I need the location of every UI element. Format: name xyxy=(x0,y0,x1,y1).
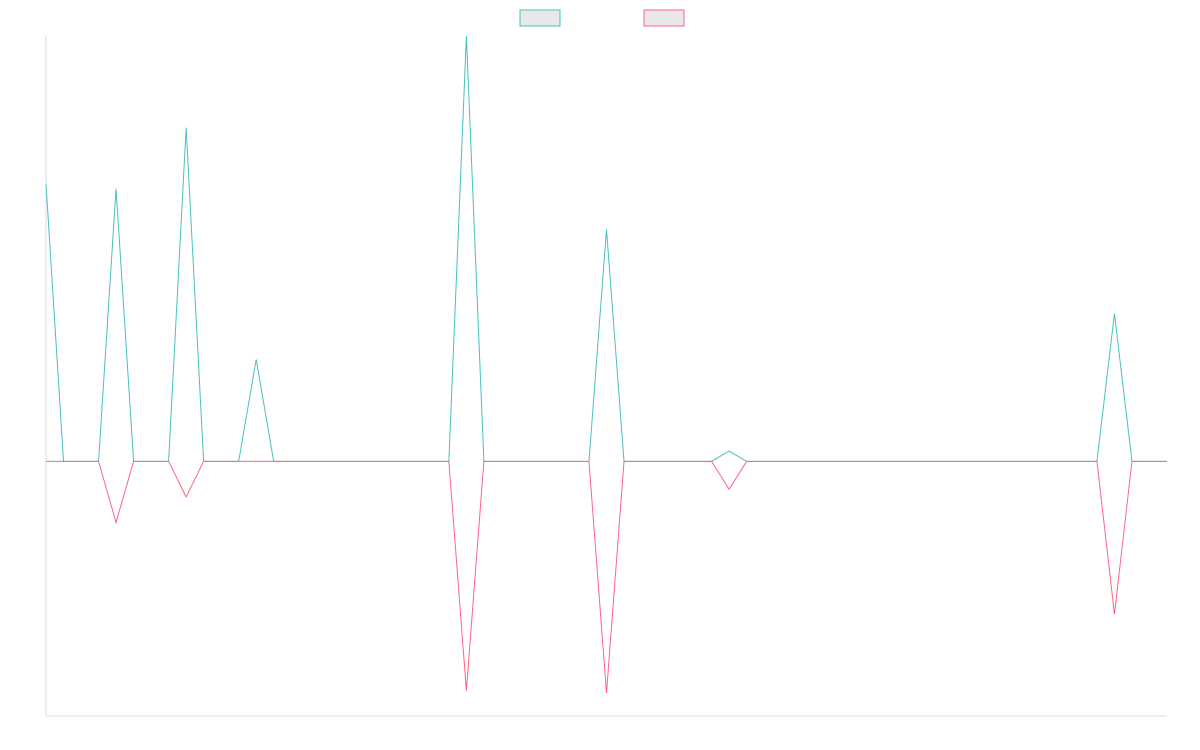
series-line-2 xyxy=(46,460,1167,694)
series-layer xyxy=(45,35,1167,694)
legend-swatch-1[interactable] xyxy=(519,9,561,27)
axes xyxy=(45,36,1167,717)
legend[interactable] xyxy=(519,9,685,27)
series-line-1 xyxy=(45,35,1167,462)
legend-swatch-2[interactable] xyxy=(643,9,685,27)
